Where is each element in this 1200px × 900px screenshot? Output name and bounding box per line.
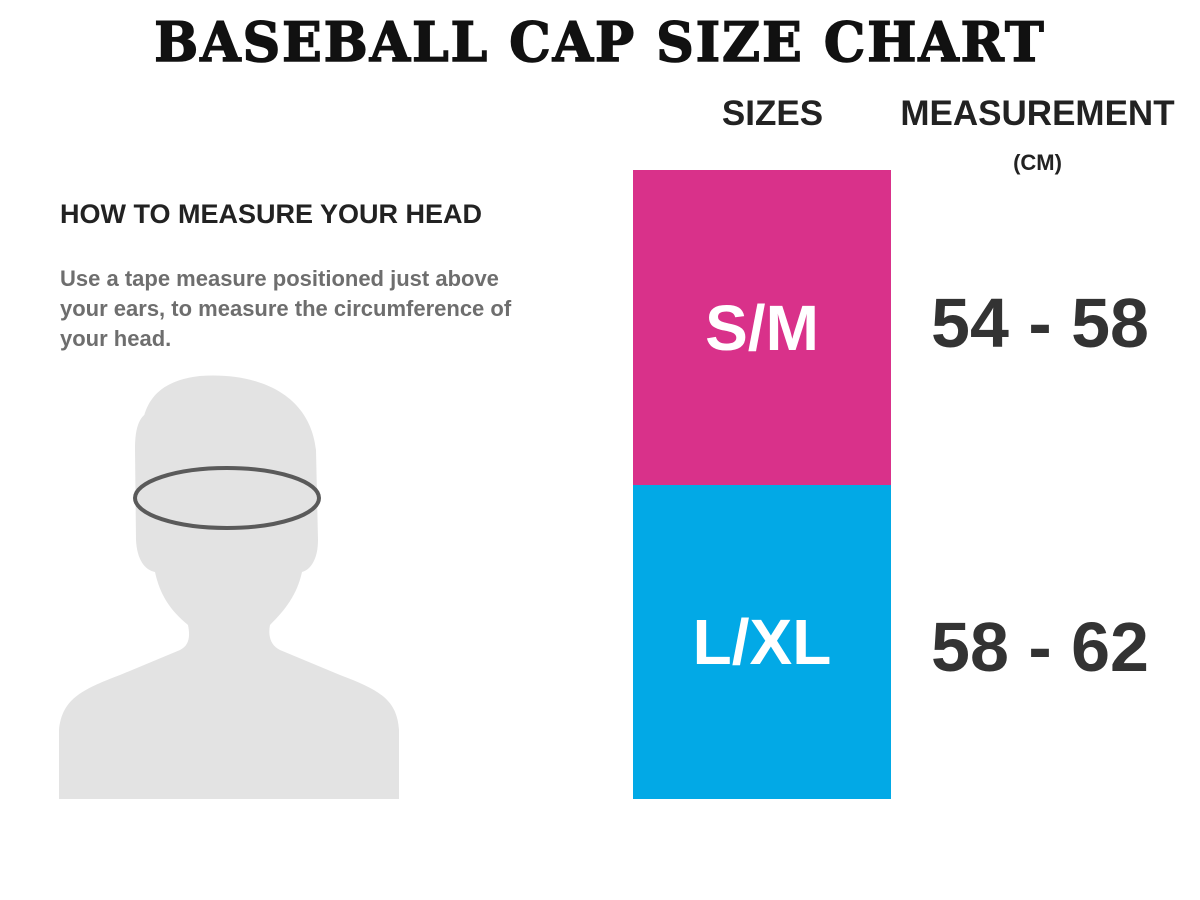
size-cell-lxl: L/XL bbox=[633, 485, 891, 799]
measurement-lxl: 58 - 62 bbox=[931, 608, 1149, 686]
sizes-header: SIZES bbox=[721, 94, 824, 133]
how-to-heading: HOW TO MEASURE YOUR HEAD bbox=[60, 199, 483, 229]
size-cell-sm: S/M bbox=[633, 170, 891, 485]
unit-label: (CM) bbox=[1013, 150, 1062, 175]
tape-measure-icon bbox=[133, 466, 321, 530]
measurement-sm: 54 - 58 bbox=[931, 284, 1149, 362]
page-title: BASEBALL CAP SIZE CHART bbox=[154, 10, 1046, 76]
how-to-text: Use a tape measure positioned just above… bbox=[60, 266, 512, 351]
measurement-header: MEASUREMENT bbox=[900, 94, 1175, 133]
silhouette bbox=[59, 375, 399, 799]
